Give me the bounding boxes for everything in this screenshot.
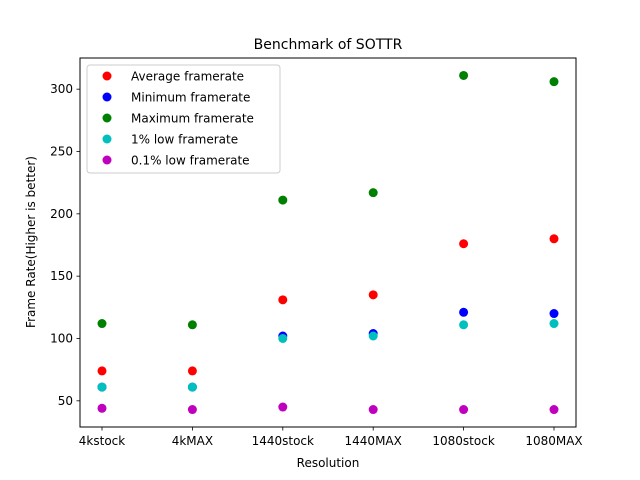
legend-marker-maximum-framerate (102, 113, 112, 123)
x-tick-label: 1080MAX (525, 434, 582, 448)
y-axis: 50 100 150 200 250 300 (50, 82, 80, 408)
point-average-framerate (187, 366, 197, 376)
point-maximum-framerate (549, 77, 559, 87)
x-tick-label: 4kstock (79, 434, 125, 448)
point-average-framerate (97, 366, 107, 376)
point-maximum-framerate (97, 319, 107, 329)
point-1-low-framerate (278, 333, 288, 343)
point-maximum-framerate (187, 320, 197, 330)
point-maximum-framerate (459, 70, 469, 80)
x-tick-label: 1440MAX (345, 434, 402, 448)
legend: Average framerate Minimum framerate Maximu… (86, 64, 281, 174)
legend-label-1-low-framerate: 1% low framerate (131, 133, 238, 147)
legend-label-maximum-framerate: Maximum framerate (131, 112, 254, 126)
point-1-low-framerate (97, 382, 107, 392)
point-0-1-low-framerate (459, 405, 469, 415)
point-minimum-framerate (549, 309, 559, 319)
point-average-framerate (459, 239, 469, 249)
legend-marker-minimum-framerate (102, 92, 112, 102)
y-tick-label: 150 (50, 269, 73, 283)
legend-label-minimum-framerate: Minimum framerate (131, 91, 250, 105)
legend-box (86, 64, 281, 174)
point-0-1-low-framerate (187, 405, 197, 415)
point-maximum-framerate (278, 195, 288, 205)
point-1-low-framerate (549, 319, 559, 329)
y-tick-label: 300 (50, 82, 73, 96)
point-0-1-low-framerate (278, 402, 288, 412)
point-average-framerate (368, 290, 378, 300)
point-0-1-low-framerate (368, 405, 378, 415)
legend-label-0-1-low-framerate: 0.1% low framerate (131, 154, 250, 168)
point-average-framerate (549, 234, 559, 244)
point-1-low-framerate (368, 331, 378, 341)
x-tick-label: 1080stock (432, 434, 494, 448)
legend-label-average-framerate: Average framerate (131, 70, 244, 84)
y-tick-label: 50 (58, 394, 73, 408)
x-tick-label: 1440stock (252, 434, 314, 448)
point-average-framerate (278, 295, 288, 305)
y-tick-label: 250 (50, 144, 73, 158)
point-0-1-low-framerate (97, 403, 107, 413)
point-1-low-framerate (187, 382, 197, 392)
y-axis-label: Frame Rate(Higher is better) (24, 156, 38, 328)
chart-title: Benchmark of SOTTR (254, 37, 403, 53)
point-1-low-framerate (459, 320, 469, 330)
y-tick-label: 200 (50, 207, 73, 221)
point-0-1-low-framerate (549, 405, 559, 415)
x-axis: 4kstock 4kMAX 1440stock 1440MAX 1080stock 108… (79, 427, 583, 448)
legend-marker-average-framerate (102, 71, 112, 81)
point-maximum-framerate (368, 188, 378, 198)
data-points (97, 70, 559, 415)
legend-marker-1-low-framerate (102, 134, 112, 144)
x-axis-label: Resolution (297, 456, 360, 470)
point-minimum-framerate (459, 307, 469, 317)
x-tick-label: 4kMAX (172, 434, 213, 448)
y-tick-label: 100 (50, 331, 73, 345)
legend-marker-0-1-low-framerate (102, 155, 112, 165)
